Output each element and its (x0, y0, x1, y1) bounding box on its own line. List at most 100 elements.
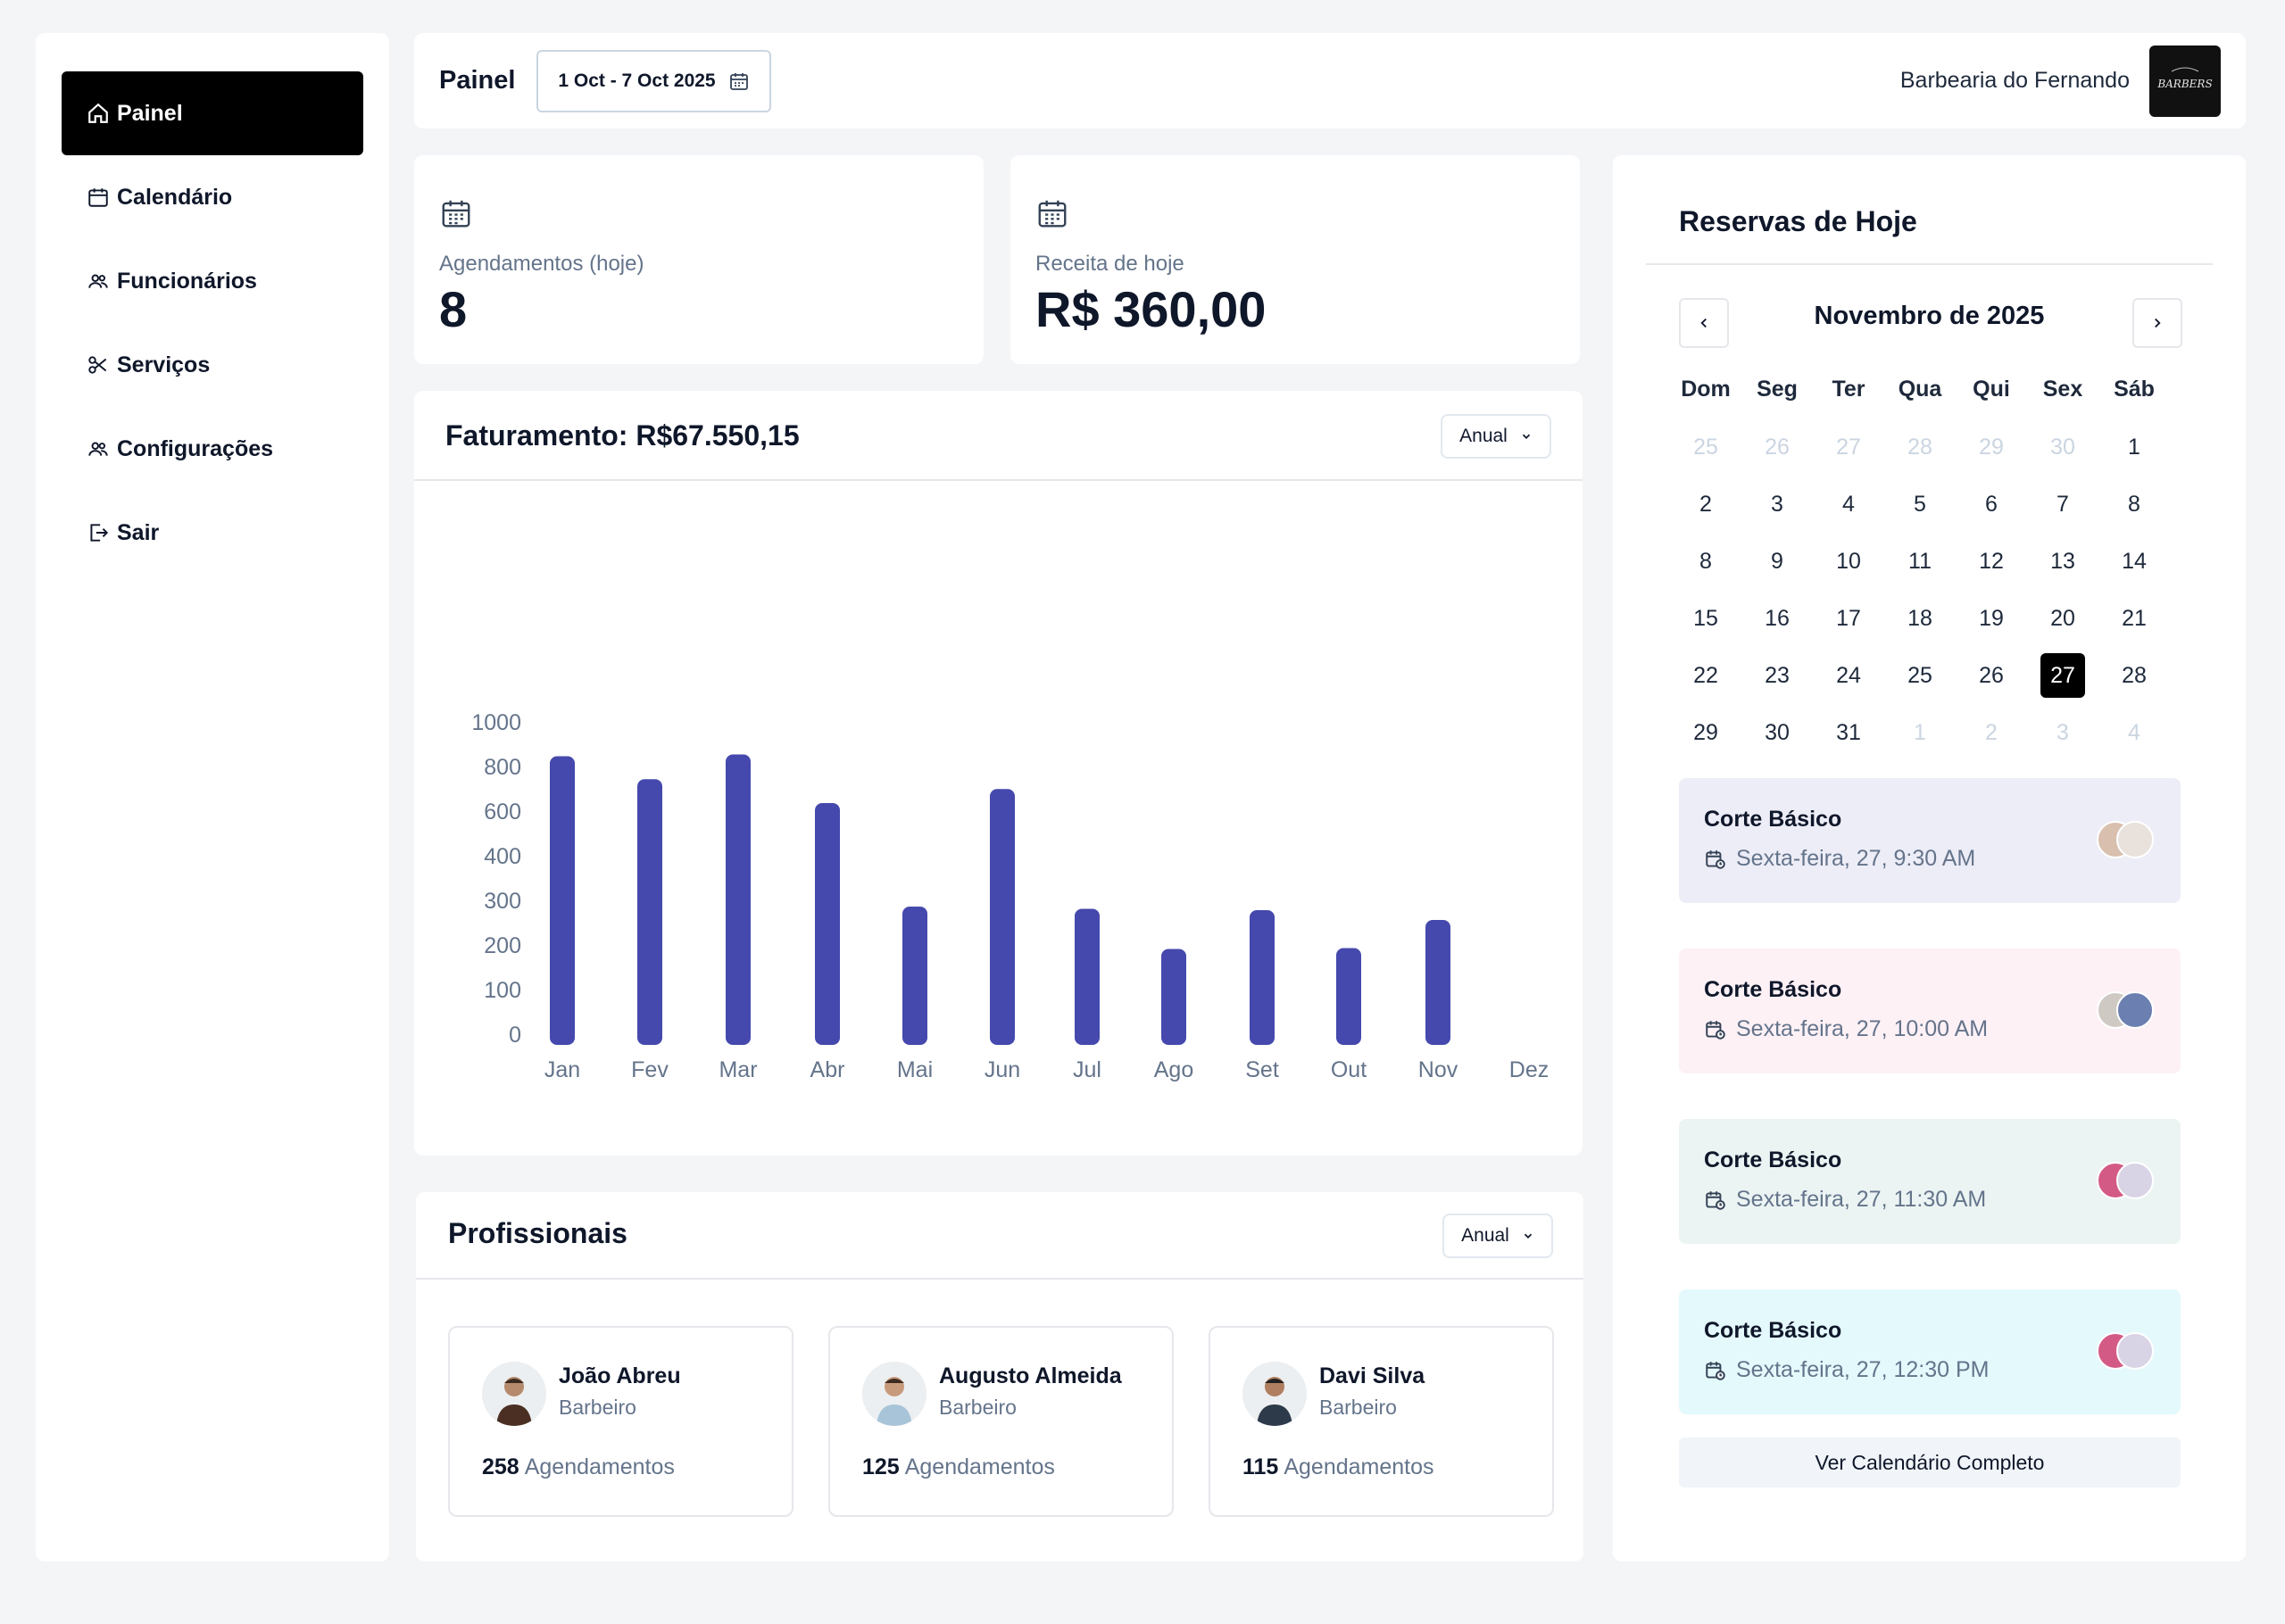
date-range-picker[interactable]: 1 Oct - 7 Oct 2025 (536, 50, 771, 112)
calendar-day[interactable]: 26 (1979, 663, 2004, 688)
logo-text: BARBERS (2156, 78, 2212, 90)
scissors-icon (87, 353, 110, 377)
calendar-day[interactable]: 28 (2122, 663, 2147, 688)
calendar-day[interactable]: 10 (1836, 549, 1861, 574)
booking-item[interactable]: Corte Básico Sexta-feira, 27, 11:30 AM (1679, 1119, 2181, 1244)
bar-nov[interactable] (1425, 920, 1450, 1045)
bar-jan[interactable] (550, 756, 575, 1046)
calendar-day[interactable]: 8 (1699, 549, 1712, 574)
bar-mar[interactable] (726, 754, 751, 1046)
x-tick-label: Abr (810, 1057, 845, 1082)
booking-time: Sexta-feira, 27, 10:00 AM (1704, 1016, 1988, 1042)
sidebar-item-funcionarios[interactable]: Funcionários (62, 239, 363, 323)
calendar-icon (1035, 196, 1069, 230)
booking-time: Sexta-feira, 27, 11:30 AM (1704, 1187, 1986, 1213)
sidebar-item-sair[interactable]: Sair (62, 491, 363, 575)
calendar-day[interactable]: 31 (1836, 720, 1861, 745)
booking-item[interactable]: Corte Básico Sexta-feira, 27, 12:30 PM (1679, 1289, 2181, 1414)
calendar-day[interactable]: 30 (2050, 435, 2075, 460)
view-full-calendar-button[interactable]: Ver Calendário Completo (1679, 1438, 2181, 1487)
calendar-day[interactable]: 12 (1979, 549, 2004, 574)
booking-item[interactable]: Corte Básico Sexta-feira, 27, 9:30 AM (1679, 778, 2181, 903)
calendar-day[interactable]: 18 (1907, 606, 1932, 631)
calendar-day[interactable]: 7 (2056, 492, 2069, 517)
calendar-day[interactable]: 26 (1765, 435, 1790, 460)
professional-card[interactable]: João Abreu Barbeiro 258 Agendamentos (448, 1326, 794, 1517)
calendar-day[interactable]: 14 (2122, 549, 2147, 574)
calendar-day[interactable]: 2 (1699, 492, 1712, 517)
professional-card[interactable]: Augusto Almeida Barbeiro 125 Agendamentos (828, 1326, 1174, 1517)
bar-fev[interactable] (637, 779, 662, 1045)
appointments-count: 258 Agendamentos (482, 1454, 675, 1479)
sidebar-item-servicos[interactable]: Serviços (62, 323, 363, 407)
calendar-day[interactable]: 3 (2056, 720, 2069, 745)
professional-card[interactable]: Davi Silva Barbeiro 115 Agendamentos (1209, 1326, 1554, 1517)
calendar-day-selected[interactable]: 27 (2040, 653, 2085, 698)
bar-abr[interactable] (815, 803, 840, 1045)
calendar-day[interactable]: 13 (2050, 549, 2075, 574)
calendar-day[interactable]: 25 (1693, 435, 1718, 460)
calendar-day[interactable]: 5 (1914, 492, 1926, 517)
calendar-day[interactable]: 27 (1836, 435, 1861, 460)
calendar-day[interactable]: 3 (1771, 492, 1783, 517)
calendar-day[interactable]: 8 (2128, 492, 2140, 517)
y-tick-label: 0 (509, 1023, 521, 1048)
period-select-value: Anual (1459, 426, 1508, 446)
sidebar-item-painel[interactable]: Painel (62, 71, 363, 155)
calendar-day[interactable]: 9 (1771, 549, 1783, 574)
calendar-day[interactable]: 15 (1693, 606, 1718, 631)
calendar-day[interactable]: 25 (1907, 663, 1932, 688)
calendar-day[interactable]: 24 (1836, 663, 1861, 688)
calendar-day[interactable]: 11 (1908, 549, 1932, 574)
calendar-day[interactable]: 30 (1765, 720, 1790, 745)
sidebar-item-label: Calendário (117, 184, 233, 210)
booking-service: Corte Básico (1704, 1148, 1842, 1172)
x-tick-label: Fev (631, 1057, 669, 1082)
avatar (482, 1362, 546, 1426)
calendar-day[interactable]: 19 (1979, 606, 2004, 631)
calendar-day[interactable]: 2 (1985, 720, 1998, 745)
professional-role: Barbeiro (939, 1396, 1017, 1419)
bar-set[interactable] (1250, 910, 1275, 1045)
avatar (2116, 1162, 2154, 1199)
bar-jun[interactable] (990, 789, 1015, 1045)
shop-logo[interactable]: BARBERS (2149, 46, 2221, 117)
calendar-day[interactable]: 16 (1765, 606, 1790, 631)
calendar-icon (87, 186, 110, 209)
stat-value: 8 (439, 281, 468, 337)
sidebar-item-calendario[interactable]: Calendário (62, 155, 363, 239)
period-select[interactable]: Anual (1442, 1214, 1553, 1258)
sidebar-item-configuracoes[interactable]: Configurações (62, 407, 363, 491)
calendar-day[interactable]: 23 (1765, 663, 1790, 688)
bar-out[interactable] (1336, 948, 1361, 1046)
calendar-clock-icon (1704, 848, 1727, 871)
calendar-day[interactable]: 17 (1836, 606, 1861, 631)
bar-ago[interactable] (1161, 949, 1186, 1046)
y-tick-label: 300 (484, 889, 521, 914)
avatar (1242, 1362, 1307, 1426)
booking-service: Corte Básico (1704, 977, 1842, 1002)
revenue-chart-card: Faturamento: R$67.550,15 Anual 0 100 200 30… (414, 391, 1583, 1156)
bar-jul[interactable] (1075, 908, 1100, 1046)
calendar-day[interactable]: 4 (2128, 720, 2140, 745)
calendar-day[interactable]: 28 (1907, 435, 1932, 460)
next-month-button[interactable] (2132, 298, 2182, 348)
calendar-day[interactable]: 6 (1985, 492, 1998, 517)
calendar-day[interactable]: 1 (2128, 435, 2140, 460)
calendar-day[interactable]: 4 (1842, 492, 1855, 517)
stat-label: Agendamentos (hoje) (439, 252, 644, 276)
calendar-day[interactable]: 29 (1979, 435, 2004, 460)
booking-item[interactable]: Corte Básico Sexta-feira, 27, 10:00 AM (1679, 949, 2181, 1073)
calendar-day[interactable]: 21 (2122, 606, 2147, 631)
calendar-day[interactable]: 22 (1693, 663, 1718, 688)
x-tick-label: Nov (1418, 1057, 1458, 1082)
calendar-day[interactable]: 1 (1914, 720, 1926, 745)
bar-mai[interactable] (902, 907, 927, 1045)
prev-month-button[interactable] (1679, 298, 1729, 348)
calendar-day[interactable]: 29 (1693, 720, 1718, 745)
y-tick-label: 600 (484, 800, 521, 824)
chevron-down-icon (1520, 430, 1533, 443)
period-select[interactable]: Anual (1441, 414, 1551, 459)
calendar-day[interactable]: 20 (2050, 606, 2075, 631)
stat-value: R$ 360,00 (1035, 281, 1267, 337)
